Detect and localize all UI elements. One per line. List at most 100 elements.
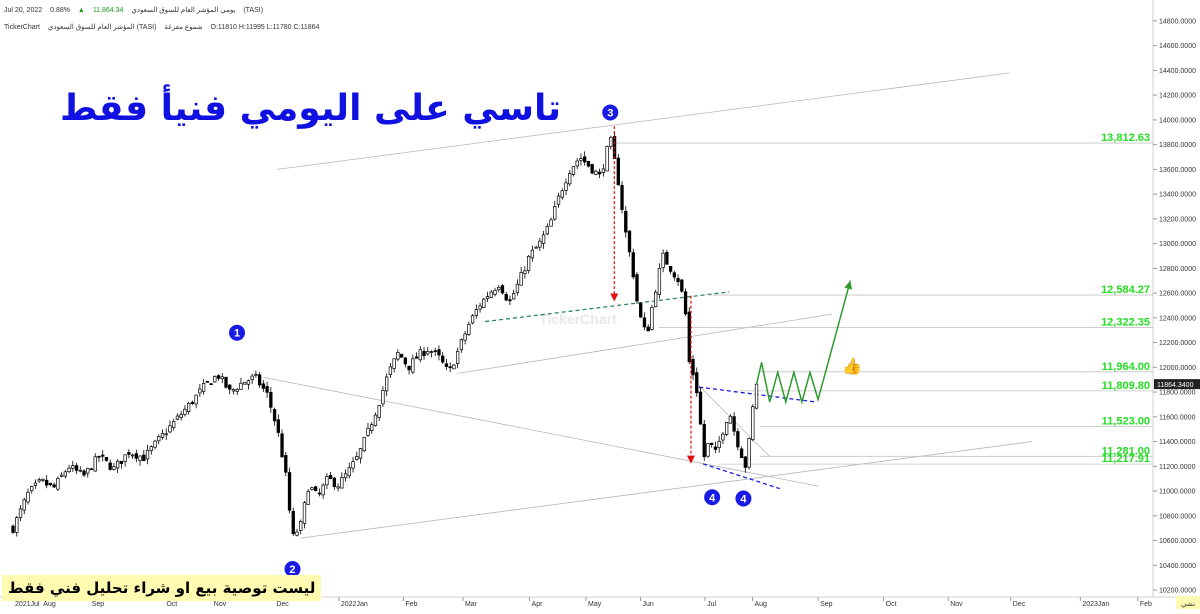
- candle-body: [243, 381, 247, 385]
- candle-body: [624, 210, 628, 233]
- candle-body: [635, 274, 639, 302]
- candle-body: [739, 448, 744, 459]
- wave-label-circle: [229, 324, 245, 341]
- candle-body: [568, 173, 572, 185]
- candle-body: [257, 374, 262, 386]
- candle-body: [743, 456, 747, 468]
- header-title: المؤشر العام للسوق السعودي (TASI): [131, 7, 264, 14]
- candle-body: [728, 415, 733, 424]
- x-tick-label: 2022Jan: [341, 601, 368, 608]
- y-tick-label: 14400.0000: [1159, 68, 1196, 75]
- level-label: 11,964.00: [1102, 361, 1150, 373]
- projection-path: [755, 280, 852, 405]
- candle-body: [261, 383, 266, 389]
- candle-body: [478, 305, 482, 310]
- y-tick-label: 11000.0000: [1159, 489, 1196, 496]
- current-price-tag: [1154, 379, 1200, 390]
- candle-body: [63, 471, 68, 477]
- candle-body: [231, 388, 236, 392]
- header-chart-type: شموع مفرغة: [164, 24, 203, 31]
- candle-body: [254, 373, 258, 376]
- candle-body: [683, 291, 688, 315]
- candle-body: [448, 366, 452, 369]
- candle-body: [426, 351, 430, 355]
- candle-body: [523, 270, 527, 274]
- candle-body: [672, 272, 676, 278]
- candle-body: [295, 531, 299, 536]
- candle-body: [142, 454, 146, 462]
- candle-body: [605, 146, 609, 172]
- candle-body: [89, 468, 94, 471]
- candle-body: [747, 438, 751, 468]
- candle-body: [138, 455, 142, 461]
- y-tick-label: 10600.0000: [1159, 538, 1196, 545]
- candle-body: [407, 365, 411, 371]
- candle-body: [269, 392, 273, 408]
- y-tick-label: 11200.0000: [1159, 464, 1196, 471]
- disclaimer-note: ليست توصية بيع او شراء تحليل فني فقط: [2, 575, 322, 601]
- red-arrow-head: [610, 293, 619, 302]
- candle-body: [74, 465, 79, 471]
- axis-unit-box: [1176, 596, 1200, 609]
- y-tick-label: 13800.0000: [1159, 142, 1196, 149]
- y-tick-label: 14600.0000: [1159, 43, 1196, 50]
- x-tick-label: Dec: [276, 601, 289, 608]
- candle-body: [328, 474, 333, 480]
- wave-label-text: 4: [740, 493, 747, 505]
- wave-label-text: 2: [289, 564, 295, 576]
- candle-body: [201, 382, 206, 392]
- candle-body: [639, 302, 643, 318]
- candle-body: [418, 349, 422, 361]
- candle-body: [642, 317, 647, 328]
- candle-body: [497, 286, 501, 291]
- candle-body: [220, 376, 224, 380]
- candle-body: [362, 436, 366, 452]
- candle-body: [119, 460, 124, 464]
- candle-body: [586, 160, 591, 167]
- candle-body: [134, 453, 138, 459]
- x-tick-label: Aug: [755, 601, 768, 608]
- red-arrow-head: [686, 455, 695, 464]
- candle-body: [411, 358, 415, 373]
- y-tick-label: 14800.0000: [1159, 18, 1196, 25]
- candle-body: [355, 456, 359, 460]
- candle-body: [213, 376, 217, 383]
- candle-body: [317, 492, 322, 495]
- candle-body: [381, 390, 385, 405]
- candle-body: [93, 456, 97, 472]
- level-label: 11,281.00: [1102, 445, 1150, 457]
- candle-body: [112, 466, 116, 470]
- candle-body: [314, 486, 318, 491]
- wave-label-text: 3: [607, 107, 613, 119]
- candle-body: [239, 382, 243, 390]
- candle-body: [706, 443, 710, 457]
- candle-body: [216, 375, 221, 379]
- wave-label-circle: [284, 561, 301, 578]
- candle-body: [710, 442, 714, 445]
- candle-body: [399, 353, 404, 358]
- y-tick-label: 13000.0000: [1159, 241, 1196, 248]
- candle-body: [538, 240, 542, 248]
- wave-label-circle: [704, 489, 721, 506]
- candle-body: [26, 491, 30, 503]
- trendline-gray: [263, 376, 819, 487]
- trendline-gray: [456, 313, 833, 374]
- candle-body: [732, 416, 736, 432]
- candle-body: [11, 525, 15, 533]
- candle-body: [482, 298, 486, 308]
- candle-body: [433, 350, 437, 353]
- x-tick-label: Apr: [532, 601, 544, 608]
- candle-body: [82, 470, 86, 476]
- candle-body: [190, 401, 195, 404]
- y-tick-label: 10400.0000: [1159, 563, 1196, 570]
- y-tick-label: 13400.0000: [1159, 192, 1196, 199]
- candle-body: [235, 389, 239, 392]
- y-tick-label: 13600.0000: [1159, 167, 1196, 174]
- candle-body: [33, 482, 38, 486]
- x-tick-label: Aug: [43, 601, 56, 608]
- candle-body: [52, 484, 56, 488]
- candle-body: [691, 359, 695, 376]
- candle-body: [512, 293, 516, 300]
